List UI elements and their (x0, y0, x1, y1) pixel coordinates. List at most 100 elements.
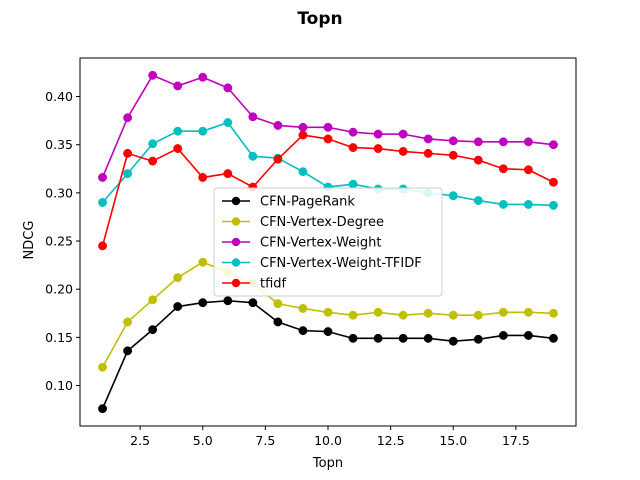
data-point (298, 122, 308, 132)
data-point (223, 169, 233, 179)
data-point (398, 146, 408, 156)
data-point (148, 325, 158, 335)
data-point (148, 70, 158, 80)
data-point (223, 296, 233, 306)
data-point (348, 179, 358, 189)
data-point (473, 137, 483, 147)
data-point (398, 310, 408, 320)
legend-entry-label: CFN-PageRank (260, 195, 355, 210)
y-tick-label: 0.40 (45, 89, 73, 104)
data-point (173, 273, 183, 283)
data-point (423, 333, 433, 343)
data-point (348, 333, 358, 343)
data-point (348, 143, 358, 153)
data-point (498, 137, 508, 147)
data-point (498, 164, 508, 174)
x-tick-label: 15.0 (439, 433, 467, 448)
data-point (123, 317, 133, 327)
data-point (98, 198, 107, 207)
data-point (473, 196, 483, 206)
data-point (273, 154, 283, 164)
data-point (273, 299, 283, 309)
data-point (448, 336, 458, 346)
data-point (223, 118, 233, 127)
data-point (98, 173, 107, 182)
data-point (198, 257, 208, 267)
data-point (198, 173, 208, 182)
data-point (198, 72, 208, 82)
data-point (523, 165, 533, 175)
data-point (523, 199, 533, 209)
y-axis-label: NDCG (22, 221, 37, 260)
data-point (549, 140, 558, 150)
data-point (348, 127, 358, 137)
data-point (223, 83, 233, 93)
data-point (373, 307, 383, 317)
data-point (373, 144, 383, 154)
y-tick-label: 0.10 (45, 378, 73, 393)
y-tick-label: 0.35 (45, 137, 73, 152)
data-point (473, 334, 483, 344)
data-point (398, 333, 408, 343)
data-point (498, 330, 508, 340)
x-tick-label: 17.5 (502, 433, 530, 448)
data-point (549, 200, 558, 210)
data-point (173, 302, 183, 311)
data-point (123, 148, 133, 158)
data-point (498, 199, 508, 209)
legend: CFN-PageRank CFN-Vertex-Degree CFN-Vertex-… (213, 187, 443, 297)
legend-entry-label: CFN-Vertex-Degree (260, 215, 384, 230)
y-tick-label: 0.15 (45, 330, 73, 345)
y-tick-label: 0.25 (45, 234, 73, 249)
data-point (298, 304, 308, 313)
data-point (348, 310, 358, 320)
legend-swatch-marker (231, 237, 241, 247)
data-point (98, 362, 107, 372)
data-point (423, 134, 433, 144)
data-point (473, 155, 483, 165)
x-axis-label: Topn (312, 456, 343, 471)
data-point (173, 81, 183, 91)
data-point (123, 113, 133, 123)
x-tick-label: 2.5 (130, 433, 150, 448)
data-point (523, 330, 533, 340)
x-tick-label: 12.5 (377, 433, 405, 448)
data-point (549, 177, 558, 187)
data-point (298, 130, 308, 140)
data-point (123, 346, 133, 356)
x-tick-label: 5.0 (193, 433, 213, 448)
data-point (448, 150, 458, 160)
data-point (523, 307, 533, 317)
data-point (173, 144, 183, 154)
y-tick-label: 0.30 (45, 185, 73, 200)
data-point (148, 156, 158, 166)
legend-entry-label: tfidf (260, 277, 287, 292)
data-point (448, 136, 458, 146)
data-point (198, 126, 208, 136)
y-tick-label: 0.20 (45, 282, 73, 297)
data-point (373, 129, 383, 139)
data-point (523, 137, 533, 147)
legend-entry-label: CFN-Vertex-Weight (260, 236, 381, 251)
legend-swatch-marker (231, 258, 241, 267)
legend-box (213, 187, 443, 297)
data-point (423, 308, 433, 318)
data-point (123, 169, 133, 179)
data-point (398, 129, 408, 139)
data-point (448, 191, 458, 201)
legend-swatch-marker (231, 278, 241, 288)
data-point (298, 326, 308, 336)
data-point (323, 122, 333, 132)
data-point (323, 327, 333, 337)
x-tick-label: 10.0 (314, 433, 342, 448)
data-point (473, 310, 483, 320)
data-point (498, 307, 508, 317)
data-point (248, 298, 258, 308)
data-point (248, 112, 258, 122)
data-point (298, 167, 308, 177)
legend-entry-label: CFN-Vertex-Weight-TFIDF (260, 256, 422, 271)
data-point (448, 310, 458, 320)
x-tick-label: 7.5 (255, 433, 275, 448)
